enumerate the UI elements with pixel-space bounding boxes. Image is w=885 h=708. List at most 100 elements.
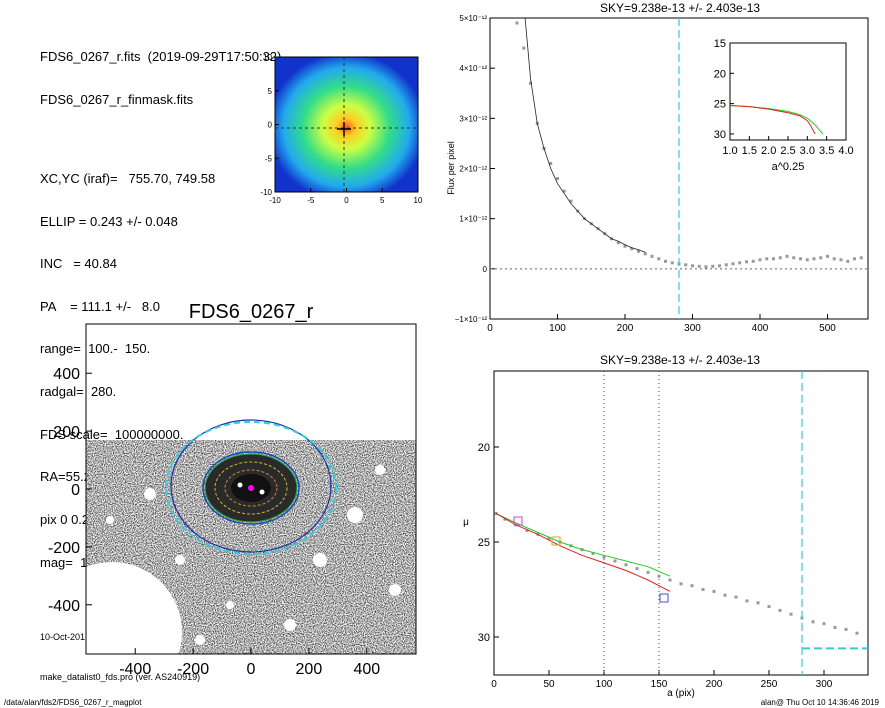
mask-star — [175, 555, 185, 565]
sb-point — [855, 631, 859, 635]
flux-ytick-label: 3×10⁻¹² — [459, 114, 487, 123]
mask-star — [284, 619, 296, 631]
flux-point — [697, 264, 701, 268]
mask-star — [195, 635, 205, 645]
sb-green-line — [495, 513, 671, 577]
sb-ylabel: μ — [463, 517, 469, 528]
surface-brightness-profile: SKY=9.238e-13 +/- 2.403e-13 μ a (pix) 0 5… — [463, 353, 869, 699]
sb-ytick-label: 20 — [478, 442, 490, 454]
sb-point — [503, 517, 507, 521]
flux-point — [704, 265, 708, 269]
isophote-3 — [204, 453, 298, 523]
flux-point — [839, 258, 843, 262]
image-ytick-label: 0 — [71, 482, 80, 499]
flux-ytick-label: −1×10⁻¹² — [455, 315, 488, 324]
sb-point — [745, 599, 749, 603]
flux-line — [524, 17, 646, 253]
sb-point — [690, 584, 694, 588]
flux-ytick-label: 4×10⁻¹² — [459, 64, 487, 73]
flux-ytick-label: 2×10⁻¹² — [459, 165, 487, 174]
sb-xtick-label: 250 — [761, 679, 778, 690]
sky-ellipse — [165, 421, 337, 555]
sb-point — [613, 559, 617, 563]
flux-point — [718, 264, 721, 268]
sb-point — [657, 574, 661, 578]
heatmap-ytick-label: 5 — [268, 87, 273, 96]
flux-point — [562, 189, 566, 193]
flux-point — [623, 244, 627, 248]
info-line-9: FDS scale= 100000000. — [40, 426, 184, 442]
flux-point — [549, 161, 553, 165]
flux-point — [819, 256, 823, 260]
flux-point — [691, 264, 694, 268]
sb-point — [844, 627, 848, 631]
inset-ytick-label: 20 — [714, 68, 726, 80]
flux-point — [846, 259, 850, 263]
sb-point — [635, 567, 639, 571]
image-ytick-label: -400 — [48, 598, 80, 615]
mask-star — [313, 553, 327, 567]
sb-point — [712, 589, 716, 593]
flux-point — [758, 258, 762, 262]
flux-ytick-label: 5×10⁻¹² — [459, 14, 487, 23]
flux-point — [637, 249, 640, 253]
info-line-2: FDS6_0267_r_finmask.fits — [40, 92, 194, 108]
sb-point — [646, 570, 650, 574]
info-line-3: XC,YC (iraf)= 755.70, 749.58 — [40, 171, 216, 187]
sb-point — [591, 551, 595, 555]
sb-point — [624, 563, 628, 567]
flux-xtick-label: 400 — [752, 323, 769, 334]
info-line-5: INC = 40.84 — [40, 256, 117, 272]
flux-point — [751, 259, 755, 263]
flux-point — [859, 256, 863, 260]
sb-xtick-label: 50 — [543, 679, 555, 690]
isophote-4 — [202, 451, 300, 525]
mask-star — [347, 507, 363, 523]
flux-point — [556, 177, 559, 181]
flux-point — [745, 260, 748, 264]
heatmap-ytick-label: -5 — [265, 154, 273, 163]
flux-point — [522, 46, 526, 50]
flux-point — [670, 261, 674, 265]
flux-point — [785, 254, 789, 258]
heatmap-xtick-label: 5 — [380, 196, 385, 205]
flux-ylabel: Flux per pixel — [446, 141, 456, 195]
flux-point — [738, 261, 742, 265]
heatmap-ytick-label: 0 — [268, 121, 273, 130]
flux-xtick-label: 300 — [684, 323, 701, 334]
inset-xtick-label: 3.0 — [800, 145, 815, 157]
info-line-1: FDS6_0267_r.fits (2019-09-29T17:50:32) — [40, 49, 282, 65]
mask-star — [237, 482, 243, 488]
sb-point — [767, 605, 771, 609]
flux-point — [765, 257, 769, 261]
sb-point — [778, 608, 782, 612]
galaxy-title: FDS6_0267_r — [189, 301, 314, 323]
mask-star — [226, 601, 234, 609]
inset-frame — [729, 42, 847, 141]
sb-point — [701, 588, 705, 591]
sb-marker-blue — [659, 593, 669, 603]
image-ytick-label: 400 — [53, 366, 80, 383]
flux-point — [853, 257, 856, 261]
footer-path: /data/alan/fds2/FDS6_0267_r_magplot — [4, 698, 142, 707]
sb-point — [833, 626, 837, 629]
flux-point — [724, 263, 728, 267]
image-xtick-label: 0 — [247, 661, 256, 678]
info-line-4: ELLIP = 0.243 +/- 0.048 — [40, 213, 178, 229]
heatmap-ytick-label: -10 — [260, 188, 272, 197]
image-xtick-label: 200 — [296, 661, 323, 678]
flux-point — [657, 257, 661, 261]
sb-ytick-label: 30 — [478, 632, 490, 644]
sb-point — [668, 578, 672, 582]
sb-point — [679, 582, 683, 586]
sb-point — [734, 595, 738, 599]
flux-point — [515, 21, 519, 25]
flux-point — [529, 81, 532, 85]
heatmap-xtick-label: 0 — [344, 196, 349, 205]
inset-xtick-label: 1.0 — [722, 145, 737, 157]
sb-point — [756, 601, 760, 605]
flux-point — [778, 256, 782, 260]
inset-ytick-label: 30 — [714, 129, 726, 141]
sb-xtick-label: 150 — [651, 679, 668, 690]
inset-xtick-label: 4.0 — [838, 145, 853, 157]
